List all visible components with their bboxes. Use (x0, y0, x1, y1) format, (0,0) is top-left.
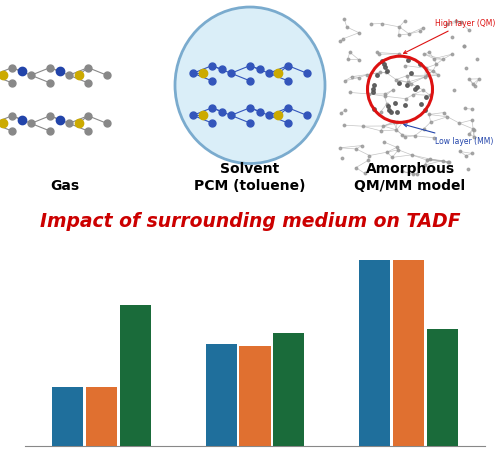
Bar (240, 346, 270, 446)
Bar (120, 305, 151, 446)
Bar (426, 329, 458, 446)
Bar (206, 344, 237, 446)
Text: Solvent
PCM (toluene): Solvent PCM (toluene) (194, 162, 306, 192)
Bar (359, 261, 390, 446)
Text: Low layer (MM): Low layer (MM) (404, 125, 494, 146)
Bar (52, 387, 84, 446)
Ellipse shape (175, 8, 325, 164)
Text: Amorphous
QM/MM model: Amorphous QM/MM model (354, 162, 466, 192)
Text: Gas: Gas (50, 178, 80, 192)
Bar (393, 261, 424, 446)
Text: High layer (QM): High layer (QM) (404, 19, 496, 54)
Bar (273, 333, 304, 446)
Text: Impact of surrounding medium on TADF: Impact of surrounding medium on TADF (40, 211, 460, 230)
Bar (86, 387, 117, 446)
